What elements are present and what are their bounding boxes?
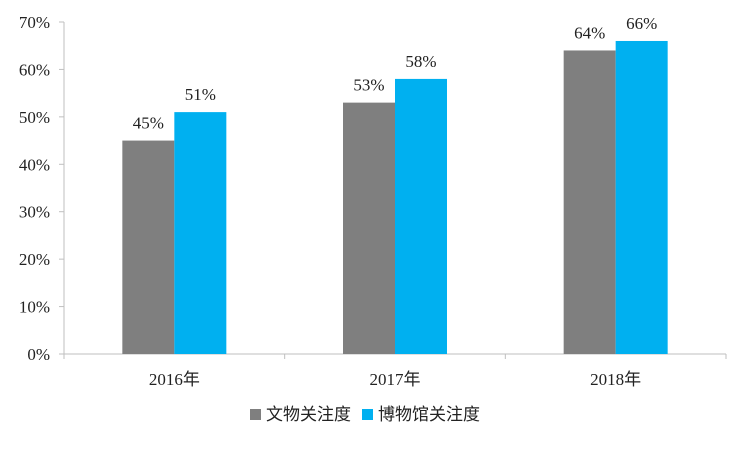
x-category-label: 2016年 [149, 370, 200, 389]
data-label: 45% [133, 114, 164, 133]
legend: 文物关注度 博物馆关注度 [250, 405, 480, 425]
bars [122, 40, 668, 355]
data-label: 66% [626, 14, 657, 33]
legend-label-2: 博物馆关注度 [378, 405, 480, 425]
x-category-label: 2017年 [370, 370, 421, 389]
data-label: 53% [353, 76, 384, 95]
bar-2-3 [615, 40, 668, 354]
y-tick-label: 0% [27, 345, 50, 364]
legend-swatch-2 [362, 409, 373, 420]
axes: 0% 10% 20% 30% 40% 50% 60% 70% 2016年 2017年 2018年 [19, 13, 727, 389]
legend-swatch-1 [250, 409, 261, 420]
y-tick-label: 50% [19, 108, 50, 127]
y-tick-label: 30% [19, 203, 50, 222]
bar-1-2 [343, 102, 395, 354]
data-label: 58% [405, 52, 436, 71]
y-tick-label: 40% [19, 155, 50, 174]
bar-1-1 [122, 140, 175, 354]
x-category-label: 2018年 [590, 370, 641, 389]
data-label: 51% [185, 85, 216, 104]
y-tick-label: 10% [19, 298, 50, 317]
legend-label-1: 文物关注度 [266, 405, 351, 425]
y-tick-label: 60% [19, 60, 50, 79]
bar-2-2 [395, 78, 447, 355]
bar-2-1 [174, 112, 227, 354]
data-label: 64% [574, 23, 605, 42]
y-tick-label: 70% [19, 13, 50, 32]
bar-1-3 [563, 50, 616, 354]
data-labels: 45% 51% 53% 58% 64% 66% [133, 14, 658, 133]
y-tick-label: 20% [19, 250, 50, 269]
